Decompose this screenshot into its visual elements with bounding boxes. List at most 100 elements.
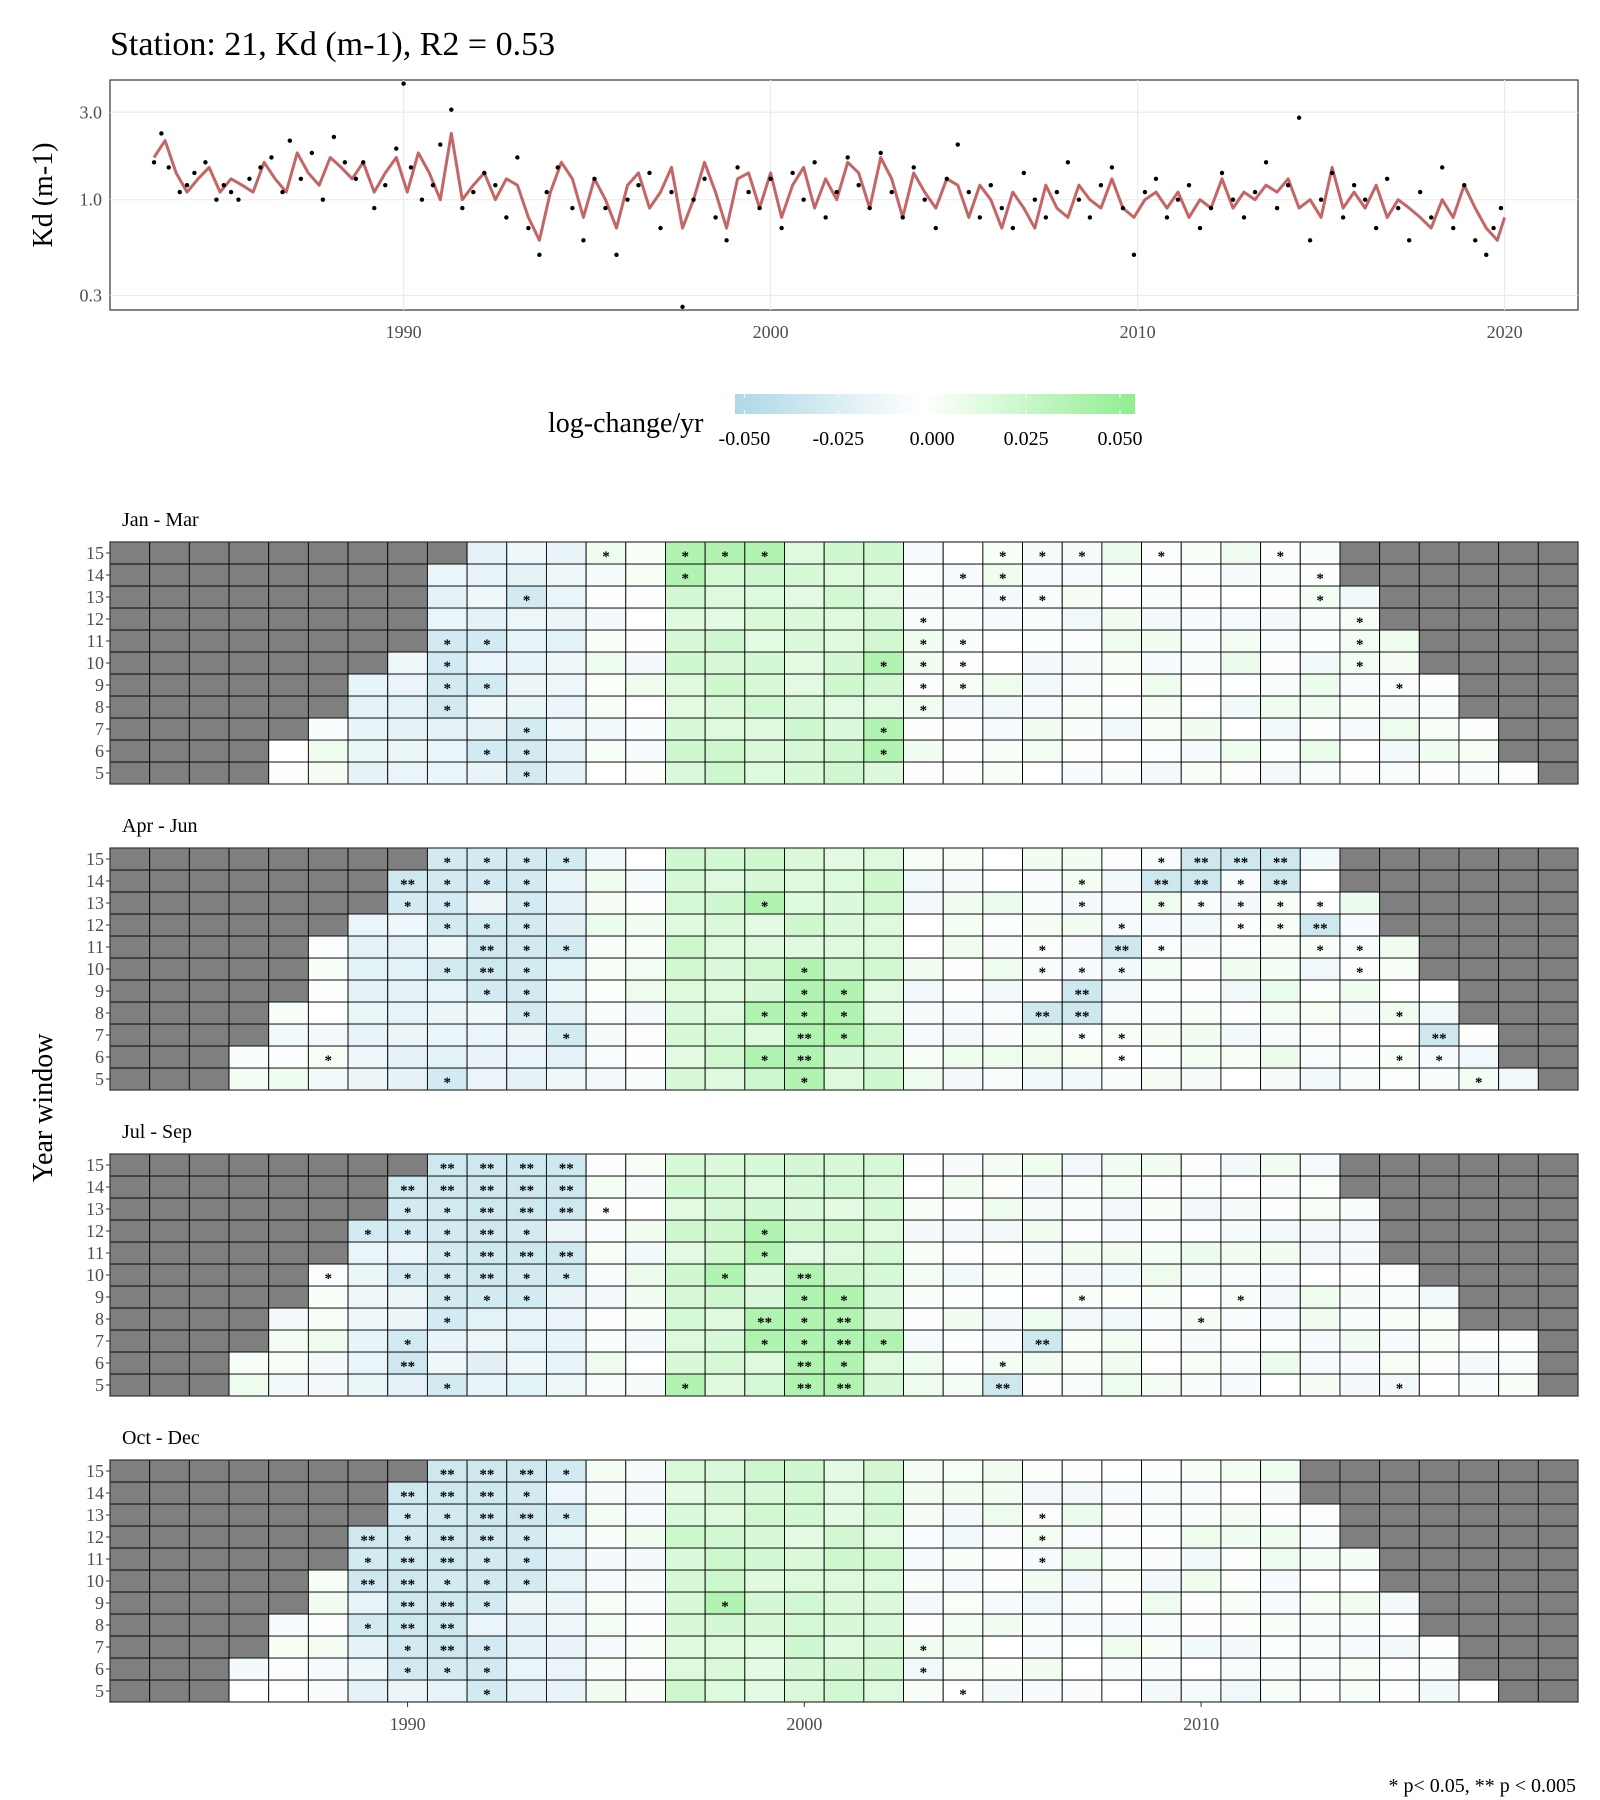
heatmap-cell xyxy=(1418,1351,1460,1375)
heatmap-cell xyxy=(1141,629,1182,653)
heatmap-cell xyxy=(942,1459,984,1483)
kd-x-tick-labels: 1990 2000 2010 2020 xyxy=(386,322,1523,342)
heatmap-cell xyxy=(863,1023,904,1047)
heatmap-cell xyxy=(942,935,984,959)
heatmap-cell xyxy=(149,563,190,587)
significance-marker: * xyxy=(404,1533,412,1549)
heatmap-cell xyxy=(1418,935,1460,959)
heatmap-cell xyxy=(625,1175,666,1199)
heatmap-cell xyxy=(188,1219,230,1243)
heatmap-cell xyxy=(1498,1459,1539,1483)
heatmap-cell xyxy=(1379,1569,1420,1593)
significance-marker: ** xyxy=(797,1271,812,1287)
heatmap-cell xyxy=(1379,1067,1420,1091)
heatmap-cell xyxy=(109,1285,151,1309)
heatmap-cell xyxy=(903,585,944,609)
data-point xyxy=(1274,205,1280,211)
heatmap-cell xyxy=(307,1481,349,1505)
heatmap-cell xyxy=(784,1241,825,1265)
heatmap-cell xyxy=(188,1351,230,1375)
heatmap-cell xyxy=(1379,891,1420,915)
heatmap-cell xyxy=(1101,1241,1143,1265)
heatmap-cell xyxy=(784,935,825,959)
significance-marker: * xyxy=(563,1031,571,1047)
year-window-tick: 12 xyxy=(86,1527,104,1547)
heatmap-cell xyxy=(545,1329,587,1353)
heatmap-cell xyxy=(1180,1613,1222,1637)
heatmap-cell xyxy=(1141,913,1182,937)
heatmap-panel: Oct - Dec* *5* * * *6* ** * *7* ** **8** ** * *9** **… xyxy=(86,1427,1579,1703)
heatmap-cell xyxy=(228,1263,270,1287)
heatmap-cell xyxy=(982,1307,1023,1331)
heatmap-cell xyxy=(1022,979,1063,1003)
data-point xyxy=(1208,205,1214,211)
significance-marker: * xyxy=(1118,921,1126,937)
heatmap-cell xyxy=(625,1045,666,1069)
significance-marker: * xyxy=(1078,877,1086,893)
heatmap-cell xyxy=(466,541,508,565)
heatmap-cell xyxy=(903,979,944,1003)
significance-marker: ** xyxy=(479,943,494,959)
heatmap-cell xyxy=(744,1351,785,1375)
significance-marker: ** xyxy=(519,1249,534,1265)
heatmap-cell xyxy=(1339,1547,1381,1571)
significance-marker: * xyxy=(523,1577,531,1593)
heatmap-cell xyxy=(149,1635,190,1659)
heatmap-cell xyxy=(347,1679,389,1703)
significance-marker: * xyxy=(523,1293,531,1309)
heatmap-cell xyxy=(823,891,865,915)
heatmap-cell xyxy=(1220,739,1262,763)
heatmap-cell xyxy=(1101,1329,1143,1353)
heatmap-cell xyxy=(1379,1263,1420,1287)
heatmap-cell xyxy=(1458,1503,1500,1527)
heatmap-cell xyxy=(1339,1067,1381,1091)
significance-marker: * xyxy=(483,1687,491,1703)
heatmap-cell xyxy=(903,761,944,785)
heatmap-cell xyxy=(1180,935,1222,959)
heatmap-cell xyxy=(982,1657,1023,1681)
heatmap-cell xyxy=(1220,1503,1262,1527)
heatmap-cell xyxy=(307,913,349,937)
heatmap-cell xyxy=(228,607,270,631)
heatmap-cell xyxy=(228,979,270,1003)
heatmap-cell xyxy=(625,957,666,981)
heatmap-cell xyxy=(545,979,587,1003)
year-window-tick: 7 xyxy=(95,1637,104,1657)
heatmap-cell xyxy=(823,1197,865,1221)
year-window-tick: 11 xyxy=(87,1243,104,1263)
heatmap-cell xyxy=(585,913,627,937)
significance-marker: ** xyxy=(1035,1337,1050,1353)
heatmap-cell xyxy=(1022,1591,1063,1615)
heatmap-cell xyxy=(506,1023,547,1047)
heatmap-cell xyxy=(1379,541,1420,565)
heatmap-cell xyxy=(625,1067,666,1091)
heatmap-cell xyxy=(665,695,706,719)
heatmap-cell xyxy=(1061,1219,1103,1243)
heatmap-cell xyxy=(863,1613,904,1637)
heatmap-cell xyxy=(744,629,785,653)
heatmap-cell xyxy=(744,847,785,871)
heatmap-cell xyxy=(1458,607,1500,631)
heatmap-cell xyxy=(665,935,706,959)
heatmap-cell xyxy=(188,673,230,697)
heatmap-cell xyxy=(1379,1613,1420,1637)
heatmap-cell xyxy=(744,563,785,587)
heatmap-cell xyxy=(387,935,428,959)
heatmap-cell xyxy=(109,739,151,763)
heatmap-cell xyxy=(1061,1569,1103,1593)
heatmap-cell xyxy=(665,1547,706,1571)
heatmap-cell xyxy=(149,1175,190,1199)
heatmap-cell xyxy=(1260,979,1301,1003)
heatmap-cell xyxy=(149,1503,190,1527)
heatmap-cell xyxy=(1260,1679,1301,1703)
heatmap-cell xyxy=(1101,717,1143,741)
significance-marker: * xyxy=(801,1075,809,1091)
heatmap-cell xyxy=(903,1023,944,1047)
heatmap-cell xyxy=(1141,717,1182,741)
heatmap-cell xyxy=(1458,979,1500,1003)
heatmap-cell xyxy=(347,1591,389,1615)
significance-marker: * xyxy=(443,659,451,675)
heatmap-cell xyxy=(625,1373,666,1397)
heatmap-cell xyxy=(625,1481,666,1505)
heatmap-cell xyxy=(268,1045,309,1069)
